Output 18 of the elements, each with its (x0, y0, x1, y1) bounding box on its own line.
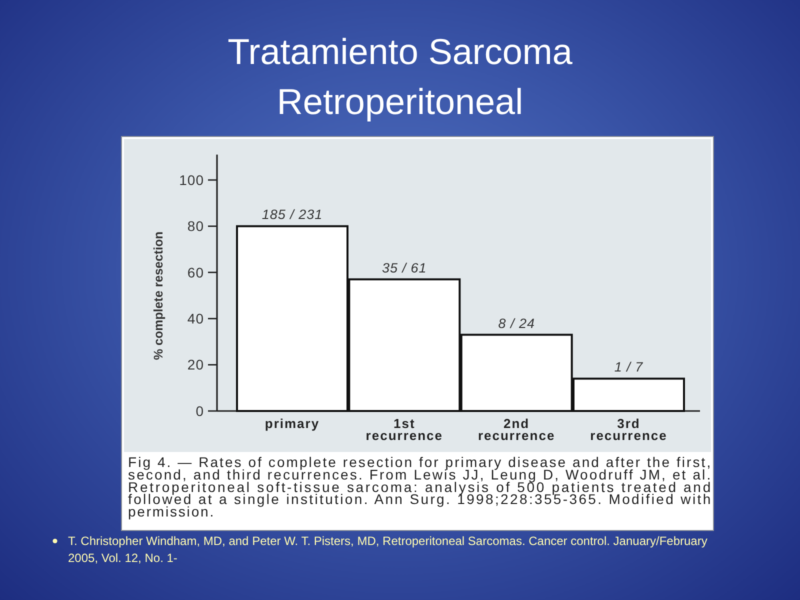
x-tick-label: 3rd recurrence (590, 416, 668, 443)
caption: Fig 4. — Rates of complete resection for primary disease and after the first, second, and third recurrences. From Lewis JJ, Leung D, Woodruff JM, et al. Retroperitoneal soft-tissue sarcoma: analysis of 500 patients treated and followed at a single institution. Ann Surg. 1998;228:355-365. Modified with permission. (128, 454, 712, 520)
x-tick-label: 2nd recurrence (478, 416, 556, 443)
y-tick-label: 100 (179, 172, 204, 188)
y-tick-label: 40 (187, 310, 204, 326)
x-tick-label: primary (264, 416, 320, 431)
y-tick-label: 20 (187, 356, 204, 373)
y-axis-title: % complete resection (151, 232, 166, 360)
annotation: 1 / 7 (614, 360, 644, 375)
annotation: 8 / 24 (498, 316, 535, 331)
y-tick-label: 0 (196, 402, 204, 419)
x-tick-label: 1st recurrence (366, 416, 444, 443)
text: T. Christopher Windham, MD, and Peter W. T. Pisters, MD, Retroperitoneal Sarcomas. Cancer control. January/February 2005, Vol. 12, No. 1- (68, 534, 708, 565)
y-tick-label: 60 (187, 264, 204, 280)
annotation: 185 / 231 (262, 207, 323, 222)
chart-title: Tratamiento Sarcoma Retroperitoneal (228, 31, 574, 122)
y-tick-label: 80 (187, 218, 204, 234)
annotation: 35 / 61 (382, 260, 427, 276)
